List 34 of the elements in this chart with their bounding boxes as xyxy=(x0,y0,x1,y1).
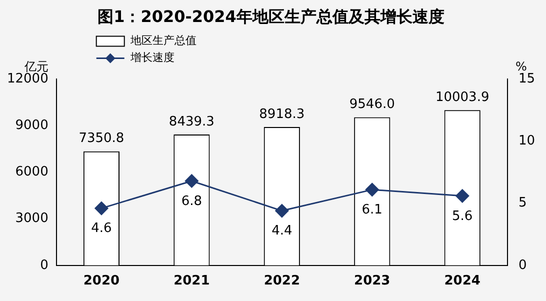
y2-tick-label: 15 xyxy=(518,72,536,87)
point xyxy=(184,174,198,188)
data-label: 4.4 xyxy=(272,224,292,239)
data-label: 8918.3 xyxy=(259,106,305,122)
x-tick-label: 2024 xyxy=(444,274,480,289)
y-axis-title: 亿元 xyxy=(23,59,48,74)
data-label: 5.6 xyxy=(452,208,473,224)
point xyxy=(275,204,289,218)
legend-label: 增长速度 xyxy=(129,51,174,64)
data-label: 6.8 xyxy=(181,194,202,209)
x-tick-label: 2021 xyxy=(174,274,210,289)
y-tick-label: 6000 xyxy=(15,164,48,180)
chart-title: 图1：2020-2024年地区生产总值及其增长速度 xyxy=(98,6,444,26)
y2-axis-title: % xyxy=(515,59,527,74)
data-label: 10003.9 xyxy=(435,90,490,106)
y-tick-label: 0 xyxy=(40,258,48,273)
x-tick-label: 2023 xyxy=(354,274,390,289)
x-tick-label: 2022 xyxy=(264,274,300,289)
data-label: 8439.3 xyxy=(168,114,214,130)
y2-tick-label: 0 xyxy=(518,258,527,273)
x-tick-label: 2020 xyxy=(83,274,120,289)
y-tick-label: 12000 xyxy=(6,72,48,87)
legend-label: 地区生产总值 xyxy=(129,34,196,48)
data-label: 9546.0 xyxy=(349,97,395,112)
data-label: 6.1 xyxy=(362,202,382,218)
y2-tick-label: 5 xyxy=(518,196,527,211)
y-tick-label: 9000 xyxy=(15,118,48,134)
data-label: 4.6 xyxy=(91,221,112,236)
data-label: 7350.8 xyxy=(78,131,124,146)
point xyxy=(456,189,470,203)
point xyxy=(365,182,379,196)
point xyxy=(94,202,108,216)
y-tick-label: 3000 xyxy=(15,211,48,226)
y2-tick-label: 10 xyxy=(518,134,536,149)
